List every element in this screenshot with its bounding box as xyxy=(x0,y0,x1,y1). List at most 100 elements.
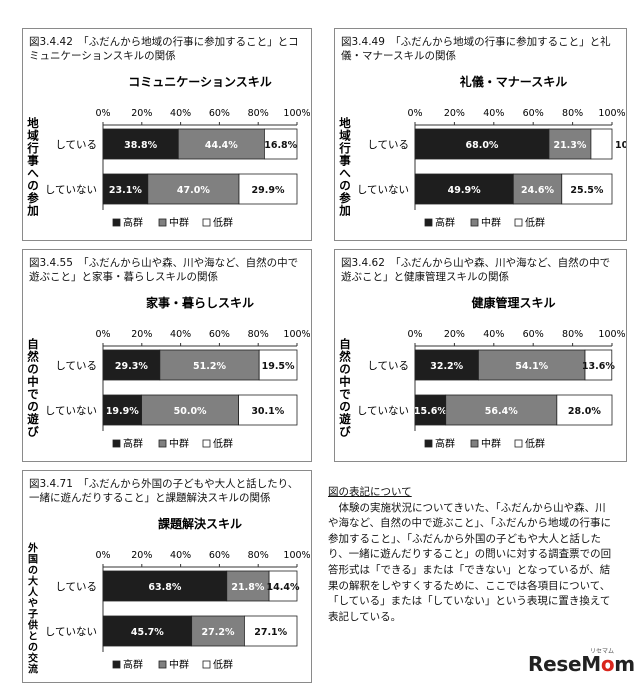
legend-label: 中群 xyxy=(481,437,501,450)
figure-caption: 図3.4.42 「ふだんから地域の行事に参加すること」とコミュニケーションスキル… xyxy=(29,36,299,62)
category-label: していない xyxy=(45,184,97,196)
legend-swatch xyxy=(424,439,433,448)
bar-segment xyxy=(244,615,298,647)
category-label: している xyxy=(55,360,97,372)
bar-segment xyxy=(191,615,245,647)
data-label: 21.3% xyxy=(553,140,586,151)
x-tick-label: 100% xyxy=(283,108,310,119)
chart-panel-housework: 図3.4.55 「ふだんから山や森、川や海など、自然の中で遊ぶこと」と家事・暮ら… xyxy=(22,249,312,462)
category-label: していない xyxy=(45,626,97,638)
x-tick-label: 40% xyxy=(483,108,504,119)
chart-panel-health: 図3.4.62 「ふだんから山や森、川や海など、自然の中で遊ぶこと」と健康管理ス… xyxy=(334,249,627,462)
y-axis-title: 地域行事への参加 xyxy=(26,116,39,217)
chart-title: 礼儀・マナースキル xyxy=(460,74,567,89)
legend-label: 中群 xyxy=(169,658,189,671)
data-label: 10.7% xyxy=(615,140,626,151)
bar-segment xyxy=(159,349,260,381)
x-tick-label: 100% xyxy=(283,329,310,340)
bar-segment xyxy=(268,570,298,602)
category-label: している xyxy=(55,139,97,151)
x-tick-label: 60% xyxy=(209,329,230,340)
legend-swatch xyxy=(202,660,211,669)
bar-segment xyxy=(548,128,592,160)
figure-caption: 図3.4.49 「ふだんから地域の行事に参加すること」と礼儀・マナースキルの関係 xyxy=(341,36,611,62)
data-label: 23.1% xyxy=(109,185,142,196)
data-label: 19.9% xyxy=(106,406,139,417)
chart-title: 健康管理スキル xyxy=(471,295,555,310)
figure-caption: 図3.4.55 「ふだんから山や森、川や海など、自然の中で遊ぶこと」と家事・暮ら… xyxy=(29,257,299,283)
x-tick-label: 80% xyxy=(562,329,583,340)
data-label: 15.6% xyxy=(414,406,447,417)
legend-swatch xyxy=(470,218,479,227)
figure-caption: 図3.4.71 「ふだんから外国の子どもや大人と話したり、一緒に遊んだりすること… xyxy=(29,478,299,504)
data-label: 38.8% xyxy=(124,140,157,151)
x-tick-label: 100% xyxy=(598,329,625,340)
legend-label: 低群 xyxy=(525,216,545,229)
data-label: 27.1% xyxy=(254,627,287,638)
bar-segment xyxy=(226,570,270,602)
bar-segment xyxy=(238,173,298,205)
legend-label: 高群 xyxy=(435,216,455,229)
x-tick-label: 60% xyxy=(209,108,230,119)
legend-label: 高群 xyxy=(123,216,143,229)
bar-segment xyxy=(177,128,265,160)
stacked-bar-chart: 健康管理スキル 0% 20% 40% 60% 80% 100% 自然の中での遊び している 32.… xyxy=(339,295,625,450)
bar-segment xyxy=(478,349,586,381)
stacked-bar-chart: 礼儀・マナースキル 0% 20% 40% 60% 80% 100% 地域行事への参加 している 6… xyxy=(338,74,626,229)
logo-text-a: ReseM xyxy=(528,652,601,676)
chart-title: 課題解決スキル xyxy=(158,516,242,531)
data-label: 51.2% xyxy=(193,361,226,372)
legend-label: 高群 xyxy=(435,437,455,450)
x-tick-label: 0% xyxy=(407,329,422,340)
x-tick-label: 0% xyxy=(407,108,422,119)
data-label: 29.3% xyxy=(115,361,148,372)
legend-label: 低群 xyxy=(525,437,545,450)
legend-swatch xyxy=(158,218,167,227)
chart-panel-communication: 図3.4.42 「ふだんから地域の行事に参加すること」とコミュニケーションスキル… xyxy=(22,28,312,241)
resemom-logo: ReseMom xyxy=(528,652,635,676)
bar-segment xyxy=(414,128,550,160)
x-tick-label: 20% xyxy=(444,108,465,119)
chart-panel-manners: 図3.4.49 「ふだんから地域の行事に参加すること」と礼儀・マナースキルの関係… xyxy=(334,28,627,241)
data-label: 45.7% xyxy=(131,627,164,638)
bar-segment xyxy=(590,128,613,160)
x-tick-label: 20% xyxy=(444,329,465,340)
data-label: 56.4% xyxy=(485,406,518,417)
note-title: 図の表記について xyxy=(328,486,412,498)
bar-segment xyxy=(147,173,240,205)
data-label: 24.6% xyxy=(521,185,554,196)
x-tick-label: 60% xyxy=(209,550,230,561)
note-body: 体験の実施状況についてきいた、「ふだんから山や森、川や海など、自然の中で遊ぶこと… xyxy=(328,501,612,623)
bar-segment xyxy=(258,349,298,381)
data-label: 54.1% xyxy=(515,361,548,372)
legend-swatch xyxy=(202,439,211,448)
bar-segment xyxy=(102,349,161,381)
x-tick-label: 60% xyxy=(523,108,544,119)
legend-label: 高群 xyxy=(123,658,143,671)
data-label: 29.9% xyxy=(252,185,285,196)
figure-caption: 図3.4.62 「ふだんから山や森、川や海など、自然の中で遊ぶこと」と健康管理ス… xyxy=(341,257,611,283)
bar-segment xyxy=(584,349,613,381)
x-tick-label: 40% xyxy=(483,329,504,340)
x-tick-label: 80% xyxy=(248,550,269,561)
data-label: 30.1% xyxy=(251,406,284,417)
notation-note: 図の表記について 体験の実施状況についてきいた、「ふだんから山や森、川や海など、… xyxy=(328,485,613,625)
category-label: している xyxy=(367,139,409,151)
x-tick-label: 20% xyxy=(131,550,152,561)
data-label: 50.0% xyxy=(174,406,207,417)
data-label: 14.4% xyxy=(267,582,300,593)
data-label: 63.8% xyxy=(148,582,181,593)
bar-segment xyxy=(561,173,613,205)
x-tick-label: 80% xyxy=(248,329,269,340)
category-label: していない xyxy=(357,184,409,196)
x-tick-label: 80% xyxy=(562,108,583,119)
data-label: 47.0% xyxy=(177,185,210,196)
legend-swatch xyxy=(158,660,167,669)
data-label: 49.9% xyxy=(448,185,481,196)
legend-label: 低群 xyxy=(213,216,233,229)
legend-label: 中群 xyxy=(481,216,501,229)
data-label: 44.4% xyxy=(205,140,238,151)
category-label: していない xyxy=(45,405,97,417)
